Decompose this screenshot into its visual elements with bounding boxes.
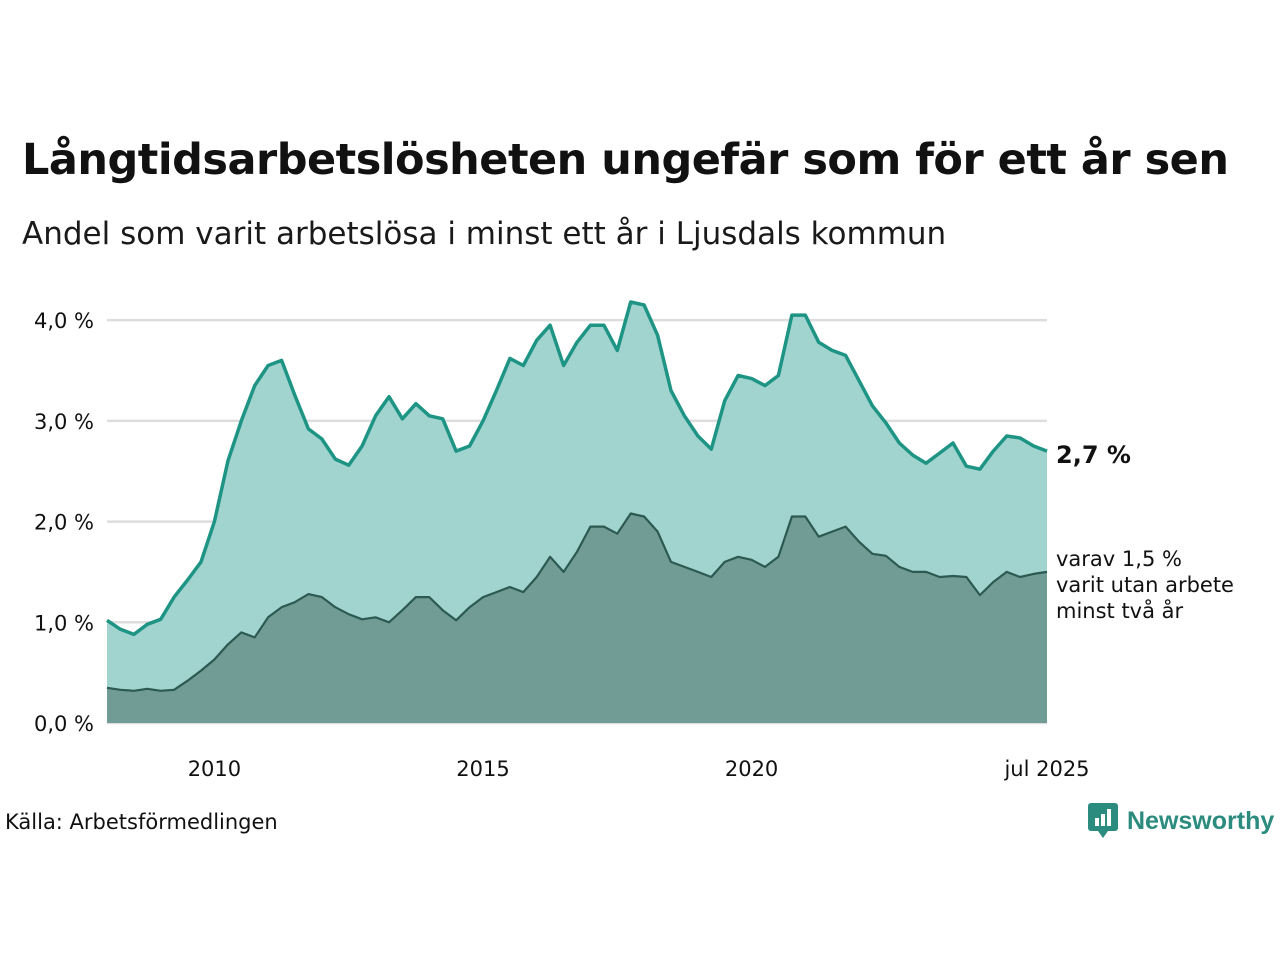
y-axis: 0,0 % 1,0 % 2,0 % 3,0 % 4,0 % [34,309,94,736]
total-end-label: 2,7 % [1056,441,1131,469]
chart-subtitle: Andel som varit arbetslösa i minst ett å… [22,216,947,252]
x-tick-label: 2015 [456,757,509,781]
sub-end-label-line-1: varav 1,5 % [1056,547,1182,571]
y-tick-label: 0,0 % [34,712,94,736]
newsworthy-icon [1088,803,1118,838]
y-tick-label: 2,0 % [34,511,94,535]
x-axis: 2010 2015 2020 jul 2025 [188,757,1090,781]
sub-end-label-line-3: minst två år [1056,598,1184,623]
two-year-area [107,513,1047,723]
y-tick-label: 4,0 % [34,309,94,333]
x-tick-label: 2020 [725,757,778,781]
y-tick-label: 3,0 % [34,410,94,434]
chart-title: Långtidsarbetslösheten ungefär som för e… [22,135,1229,185]
two-year-line [106,512,1048,692]
sub-end-label-line-2: varit utan arbete [1056,573,1234,597]
x-tick-label: 2010 [188,757,241,781]
brand-name: Newsworthy [1127,806,1275,835]
newsworthy-logo: Newsworthy [1088,803,1274,839]
source-note: Källa: Arbetsförmedlingen [5,810,278,834]
x-tick-label: jul 2025 [1003,757,1089,781]
y-tick-label: 1,0 % [34,611,94,635]
total-line [106,300,1048,637]
